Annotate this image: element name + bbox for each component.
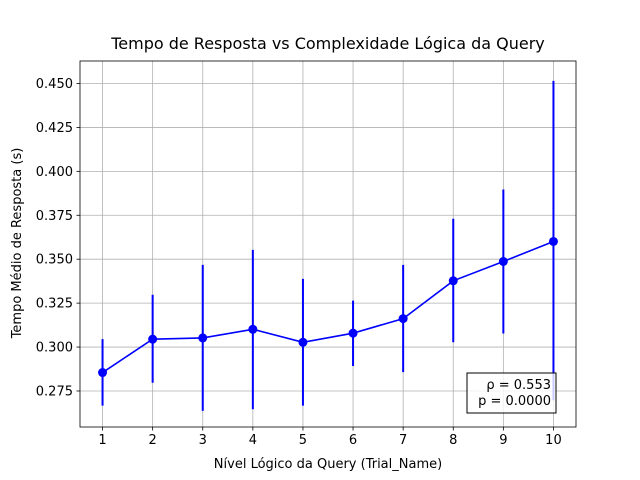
x-tick-label: 10 — [545, 433, 562, 448]
stats-rho: ρ = 0.553 — [486, 378, 551, 393]
y-tick-label: 0.325 — [36, 297, 73, 312]
y-tick-label: 0.450 — [36, 77, 73, 92]
tick-layer: 1 2 3 4 5 6 7 8 9 10 0.275 0.300 0.325 0.350 0.375 0.40… — [36, 77, 562, 448]
x-tick-label: 7 — [399, 433, 407, 448]
marker-layer — [98, 236, 558, 378]
data-point — [148, 334, 158, 344]
y-tick-label: 0.350 — [36, 253, 73, 268]
data-point — [548, 236, 558, 246]
y-tick-label: 0.425 — [36, 121, 73, 136]
data-point — [348, 328, 358, 338]
stats-box: ρ = 0.553 p = 0.0000 — [466, 372, 557, 414]
y-tick-label: 0.275 — [36, 384, 73, 399]
errorbar-layer — [101, 80, 555, 411]
x-tick-label: 2 — [149, 433, 157, 448]
x-tick-label: 5 — [299, 433, 307, 448]
x-tick-label: 9 — [499, 433, 507, 448]
data-point — [398, 314, 408, 324]
data-point — [448, 276, 458, 286]
x-tick-label: 3 — [199, 433, 207, 448]
x-axis-label: Nível Lógico da Query (Trial_Name) — [214, 457, 442, 472]
y-axis-label: Tempo Médio de Resposta (s) — [10, 148, 25, 340]
stats-box-frame — [466, 372, 557, 414]
y-tick-label: 0.400 — [36, 165, 73, 180]
x-tick-label: 1 — [98, 433, 106, 448]
y-tick-label: 0.375 — [36, 209, 73, 224]
stats-p-value: p = 0.0000 — [478, 394, 551, 409]
data-point — [198, 333, 208, 343]
x-tick-label: 6 — [349, 433, 357, 448]
x-tick-label: 8 — [449, 433, 457, 448]
plot-frame — [79, 60, 577, 428]
grid-layer — [80, 61, 576, 427]
chart-title: Tempo de Resposta vs Complexidade Lógica… — [110, 34, 545, 53]
line-layer — [102, 240, 554, 374]
series-line — [102, 240, 554, 374]
y-tick-label: 0.300 — [36, 341, 73, 356]
data-point — [98, 368, 108, 378]
x-tick-label: 4 — [249, 433, 257, 448]
data-point — [498, 256, 508, 266]
data-point — [298, 337, 308, 347]
data-point — [248, 324, 258, 334]
